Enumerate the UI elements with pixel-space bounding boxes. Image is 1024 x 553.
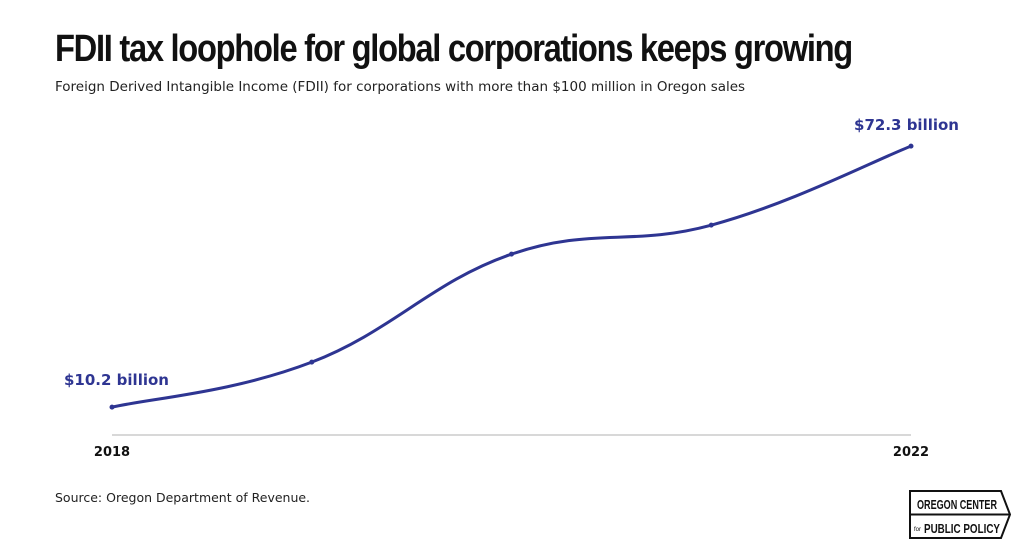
svg-text:PUBLIC POLICY: PUBLIC POLICY: [924, 521, 1000, 536]
chart-subtitle: Foreign Derived Intangible Income (FDII)…: [55, 79, 746, 95]
source-note: Source: Oregon Department of Revenue.: [55, 490, 311, 505]
svg-text:for: for: [914, 527, 921, 533]
data-point-2020: [509, 251, 514, 257]
series-line: [111, 144, 912, 409]
data-label: $10.2 billion: [64, 371, 169, 389]
oregon-center-logo: OREGON CENTER for PUBLIC POLICY: [909, 490, 1012, 539]
data-point-2021: [708, 222, 714, 228]
chart-title: FDII tax loophole for global corporation…: [55, 28, 853, 70]
svg-text:OREGON CENTER: OREGON CENTER: [917, 497, 997, 512]
x-tick-label: 2022: [893, 445, 929, 460]
data-point-2018: [109, 404, 115, 410]
data-label: $72.3 billion: [854, 116, 959, 134]
data-point-2019: [309, 359, 315, 365]
data-point-2022: [908, 143, 914, 149]
x-tick-label: 2018: [94, 445, 130, 460]
